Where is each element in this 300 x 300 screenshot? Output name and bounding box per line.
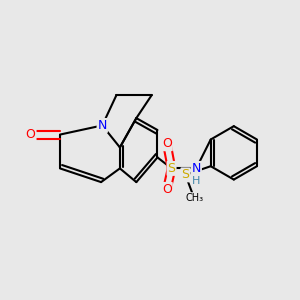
Text: O: O xyxy=(26,128,35,141)
Text: H: H xyxy=(192,176,200,186)
Text: S: S xyxy=(168,162,176,175)
Text: N: N xyxy=(98,119,107,132)
Text: O: O xyxy=(162,137,172,150)
Text: N: N xyxy=(191,162,201,175)
Text: CH₃: CH₃ xyxy=(185,193,203,203)
Text: S: S xyxy=(182,168,189,182)
Text: O: O xyxy=(162,183,172,196)
